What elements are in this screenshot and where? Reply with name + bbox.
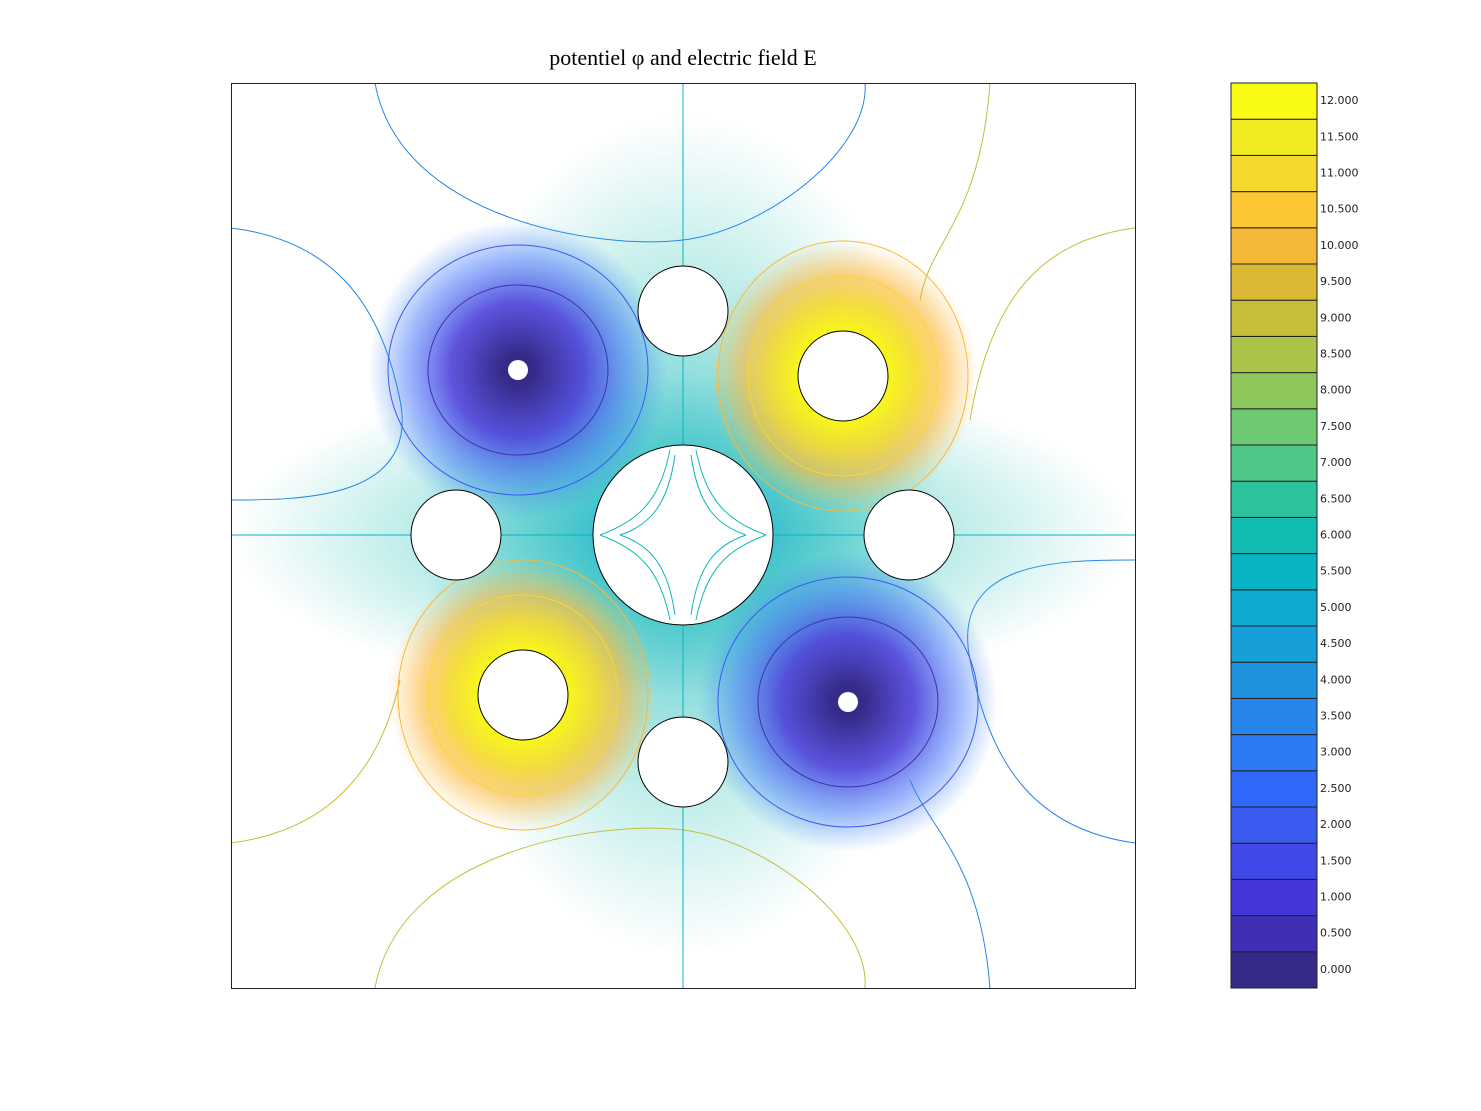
colorbar-band bbox=[1230, 372, 1318, 410]
colorbar-label: 4.000 bbox=[1320, 673, 1352, 686]
colorbar-band bbox=[1230, 299, 1318, 337]
contour bbox=[231, 679, 401, 844]
contour bbox=[757, 616, 939, 788]
contour bbox=[374, 83, 866, 243]
colorbar-label: 5.500 bbox=[1320, 565, 1352, 578]
hole bbox=[838, 692, 858, 712]
colorbar-label: 4.500 bbox=[1320, 637, 1352, 650]
contour bbox=[427, 594, 619, 796]
colorbar-label: 9.500 bbox=[1320, 275, 1352, 288]
contour bbox=[909, 779, 991, 988]
colorbar-band bbox=[1230, 625, 1318, 663]
field bbox=[231, 83, 1135, 988]
contour bbox=[231, 227, 403, 501]
colorbar-label: 3.500 bbox=[1320, 710, 1352, 723]
hole bbox=[797, 330, 889, 422]
colorbar-label: 7.000 bbox=[1320, 456, 1352, 469]
colorbar-band bbox=[1230, 770, 1318, 808]
contour bbox=[969, 227, 1135, 421]
hole bbox=[410, 489, 502, 581]
colorbar-label: 5.000 bbox=[1320, 601, 1352, 614]
colorbar-label: 7.500 bbox=[1320, 420, 1352, 433]
colorbar-label: 0.000 bbox=[1320, 963, 1352, 976]
colorbar-band bbox=[1230, 842, 1318, 880]
colorbar-band bbox=[1230, 408, 1318, 446]
contour bbox=[374, 827, 866, 988]
contour bbox=[387, 244, 649, 496]
colorbar-band bbox=[1230, 480, 1318, 518]
colorbar-label: 8.500 bbox=[1320, 348, 1352, 361]
colorbar-label: 2.500 bbox=[1320, 782, 1352, 795]
contour bbox=[717, 576, 979, 828]
colorbar-label: 8.000 bbox=[1320, 384, 1352, 397]
contour bbox=[427, 284, 609, 456]
colorbar-band bbox=[1230, 118, 1318, 156]
colorbar-label: 10.500 bbox=[1320, 203, 1359, 216]
plot-frame bbox=[231, 83, 1136, 989]
colorbar-band bbox=[1230, 589, 1318, 627]
colorbar-label: 6.500 bbox=[1320, 492, 1352, 505]
colorbar-band bbox=[1230, 661, 1318, 699]
contour bbox=[717, 240, 969, 512]
colorbar-band bbox=[1230, 335, 1318, 374]
colorbar-band bbox=[1230, 806, 1318, 844]
colorbar-label: 9.000 bbox=[1320, 311, 1352, 324]
colorbar-band bbox=[1230, 878, 1318, 917]
colorbar-band bbox=[1230, 697, 1318, 736]
colorbar-band bbox=[1230, 951, 1318, 989]
contour bbox=[619, 454, 747, 616]
colorbar-label: 3.000 bbox=[1320, 746, 1352, 759]
hole bbox=[637, 716, 729, 808]
hole bbox=[592, 444, 774, 626]
contour bbox=[747, 275, 939, 477]
colorbar-label: 11.000 bbox=[1320, 167, 1359, 180]
colorbar-band bbox=[1230, 444, 1318, 482]
colorbar-band bbox=[1230, 553, 1318, 591]
colorbar-label: 12.000 bbox=[1320, 94, 1359, 107]
colorbar-band bbox=[1230, 227, 1318, 265]
colorbar-band bbox=[1230, 82, 1318, 120]
colorbar-band bbox=[1230, 915, 1318, 953]
hole bbox=[477, 649, 569, 741]
contour bbox=[397, 559, 649, 831]
colorbar-band bbox=[1230, 191, 1318, 229]
colorbar-label: 10.000 bbox=[1320, 239, 1359, 252]
hole bbox=[508, 360, 528, 380]
colorbar-band bbox=[1230, 154, 1318, 193]
hole bbox=[863, 489, 955, 581]
contour bbox=[599, 449, 767, 621]
colorbar-band bbox=[1230, 263, 1318, 301]
colorbar: 0.000 0.500 1.000 1.500 2.000 2.500 3.000 3.500… bbox=[1230, 82, 1359, 989]
colorbar-label: 0.500 bbox=[1320, 927, 1352, 940]
colorbar-label: 1.500 bbox=[1320, 854, 1352, 867]
contour bbox=[919, 83, 991, 301]
colorbar-label: 1.000 bbox=[1320, 891, 1352, 904]
chart-title: potentiel φ and electric field E bbox=[549, 45, 816, 70]
colorbar-label: 6.000 bbox=[1320, 529, 1352, 542]
hole bbox=[637, 265, 729, 357]
colorbar-band bbox=[1230, 516, 1318, 555]
colorbar-label: 2.000 bbox=[1320, 818, 1352, 831]
colorbar-band bbox=[1230, 734, 1318, 772]
colorbar-label: 11.500 bbox=[1320, 130, 1359, 143]
